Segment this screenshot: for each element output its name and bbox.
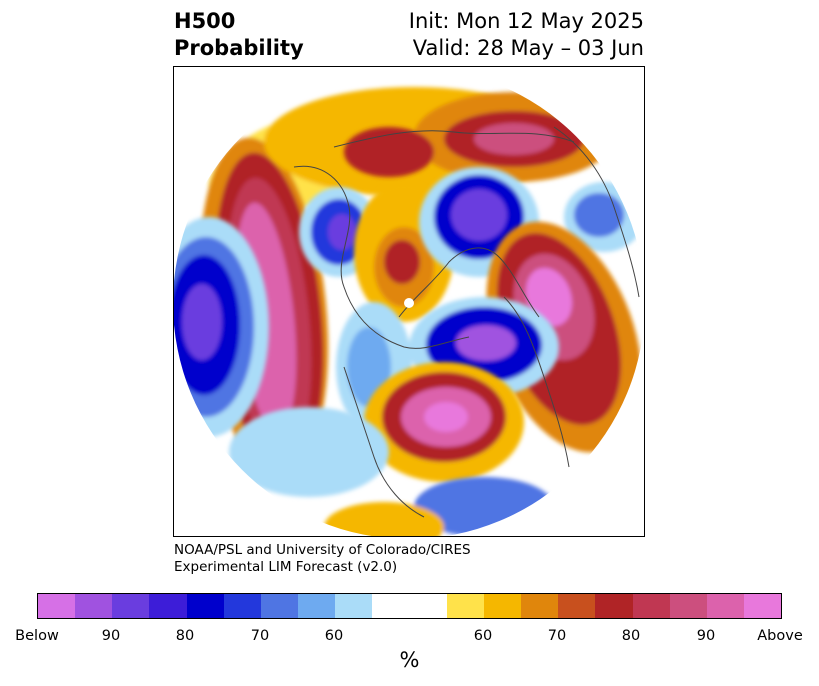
north-america-above bbox=[364, 362, 524, 482]
colorbar-segment bbox=[335, 594, 373, 618]
tick-label: 70 bbox=[547, 628, 567, 644]
colorbar-segment bbox=[298, 594, 336, 618]
pole-marker bbox=[404, 298, 414, 308]
credit: NOAA/PSL and University of Colorado/CIRE… bbox=[174, 542, 471, 576]
tick-label: 60 bbox=[324, 628, 344, 644]
colorbar bbox=[37, 593, 782, 619]
colorbar-segment bbox=[521, 594, 559, 618]
colorbar-segment bbox=[558, 594, 596, 618]
map-panel bbox=[173, 66, 645, 537]
colorbar-segment bbox=[483, 594, 522, 618]
valid-date-range: Valid: 28 May – 03 Jun bbox=[412, 36, 644, 60]
tick-label: 80 bbox=[621, 628, 641, 644]
colorbar-segment bbox=[446, 594, 484, 618]
southern-below bbox=[229, 407, 554, 536]
credit-line-2: Experimental LIM Forecast (v2.0) bbox=[174, 559, 398, 575]
colorbar-unit-label: % bbox=[399, 648, 420, 672]
title-quantity: Probability bbox=[174, 36, 304, 60]
colorbar-segment bbox=[186, 594, 224, 618]
colorbar-segment bbox=[632, 594, 670, 618]
tick-label: Above bbox=[757, 628, 803, 644]
init-date: Init: Mon 12 May 2025 bbox=[408, 9, 644, 33]
colorbar-segment bbox=[75, 594, 113, 618]
colorbar-segment bbox=[149, 594, 187, 618]
colorbar-segment bbox=[372, 594, 410, 618]
coastlines bbox=[293, 126, 640, 518]
map-title: H500 Probability bbox=[174, 8, 304, 62]
colorbar-segment bbox=[223, 594, 261, 618]
colorbar-segment bbox=[595, 594, 633, 618]
probability-map bbox=[174, 67, 644, 536]
colorbar-ticks: Below 90 80 70 60 60 70 80 90 Above bbox=[0, 628, 819, 648]
colorbar-segment bbox=[260, 594, 299, 618]
gulf-of-alaska-below bbox=[174, 217, 269, 437]
forecast-dates: Init: Mon 12 May 2025 Valid: 28 May – 03… bbox=[409, 8, 644, 62]
colorbar-segment bbox=[669, 594, 707, 618]
tick-label: 80 bbox=[175, 628, 195, 644]
tick-label: 60 bbox=[473, 628, 493, 644]
title-variable: H500 bbox=[174, 9, 236, 33]
colorbar-segment bbox=[409, 594, 447, 618]
colorbar-segment bbox=[38, 594, 76, 618]
colorbar-segment bbox=[743, 594, 782, 618]
tick-label: 90 bbox=[696, 628, 716, 644]
colorbar-segment bbox=[706, 594, 744, 618]
tick-label: 90 bbox=[101, 628, 121, 644]
tick-label: Below bbox=[15, 628, 59, 644]
tick-label: 70 bbox=[250, 628, 270, 644]
colorbar-segment bbox=[112, 594, 150, 618]
credit-line-1: NOAA/PSL and University of Colorado/CIRE… bbox=[174, 542, 471, 558]
